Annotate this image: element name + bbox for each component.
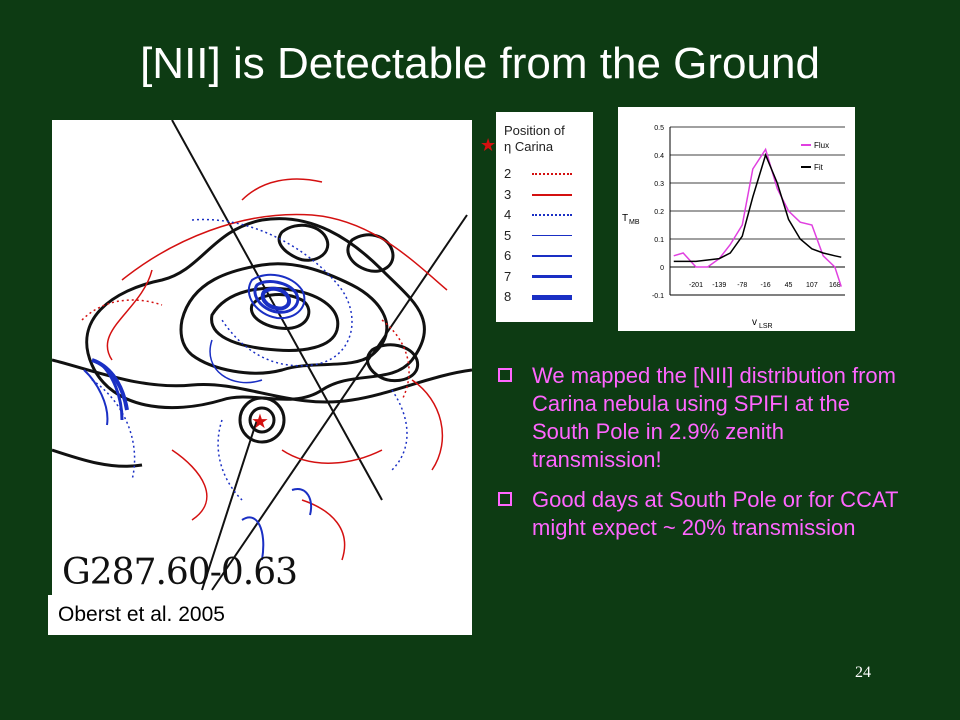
y-tick-label: 0.5 [654,125,664,132]
legend-title-line1: Position of [504,123,565,138]
legend-row-label: 4 [504,207,512,222]
y-tick-label: 0 [660,265,664,272]
page-number: 24 [855,664,871,681]
legend-star-icon: ★ [480,135,497,155]
legend-row: 2 [504,164,572,184]
legend-title: Position of η Carina [504,123,594,155]
legend-line-swatch [532,193,572,196]
legend-row: 6 [504,246,572,266]
bullet-text: We mapped the [NII] distribution from Ca… [532,363,896,472]
y-tick-label: -0.1 [652,293,664,300]
contour-map-drawing: ★ [52,120,472,591]
y-axis-label: T [622,213,628,224]
legend-line-swatch [532,294,572,300]
bullet-item: Good days at South Pole or for CCAT migh… [496,486,906,542]
legend-row-label: 6 [504,248,512,263]
x-tick-label: 168 [829,282,841,289]
eta-carina-star-icon: ★ [251,409,269,433]
y-tick-label: 0.4 [654,153,664,160]
y-axis-label-sub: MB [629,219,640,226]
series-line-flux [673,147,842,287]
checkbox-bullet-icon [498,368,512,382]
y-tick-label: 0.1 [654,237,664,244]
legend-row-label: 8 [504,289,512,304]
map-source-label: G287.60-0.63 [62,552,298,593]
legend-title-line2: η Carina [504,139,554,154]
legend-label: Fit [814,163,824,172]
x-axis-label-sub: LSR [759,323,773,330]
legend-row-label: 5 [504,227,512,243]
spectrum-chart-svg: 0.5 0.4 0.3 0.2 0.1 0 -0.1 -201 -139 -78 -16 45 107 1… [622,125,845,330]
bullet-item: We mapped the [NII] distribution from Ca… [496,362,906,474]
legend-row-label: 2 [504,166,512,181]
legend-line-swatch [532,254,572,257]
legend-line-swatch [532,173,572,175]
legend-row: 5 [504,226,572,246]
x-axis-label: v [752,317,757,328]
x-tick-label: 107 [806,282,818,289]
y-tick-label: 0.2 [654,209,664,216]
legend-line-swatch [532,214,572,216]
citation-text: Oberst et al. 2005 [58,603,225,626]
legend-row-label: 3 [504,186,512,202]
citation-box: Oberst et al. 2005 [48,595,472,635]
bullet-text: Good days at South Pole or for CCAT migh… [532,487,899,540]
legend-row: 4 [504,205,572,225]
x-tick-label: -201 [689,282,703,289]
legend-row: 7 [504,267,572,287]
legend-line-swatch [532,234,572,236]
y-tick-label: 0.3 [654,181,664,188]
spectrum-chart: 0.5 0.4 0.3 0.2 0.1 0 -0.1 -201 -139 -78 -16 45 107 1… [618,107,855,331]
x-tick-label: -78 [737,282,747,289]
bullet-list: We mapped the [NII] distribution from Ca… [496,362,906,554]
x-tick-label: -139 [712,282,726,289]
series-line-fit [673,152,842,263]
legend-row-label: 7 [504,268,512,284]
contour-map: ★ [52,120,472,595]
x-tick-label: 45 [785,282,793,289]
slide-title: [NII] is Detectable from the Ground [140,39,820,88]
legend-row: 8 [504,287,572,307]
position-legend: Position of η Carina 2 3 4 5 6 7 8 [496,112,593,322]
x-tick-label: -16 [761,282,771,289]
checkbox-bullet-icon [498,492,512,506]
legend-label: Flux [814,141,829,150]
legend-line-swatch [532,274,572,278]
legend-row: 3 [504,185,572,205]
